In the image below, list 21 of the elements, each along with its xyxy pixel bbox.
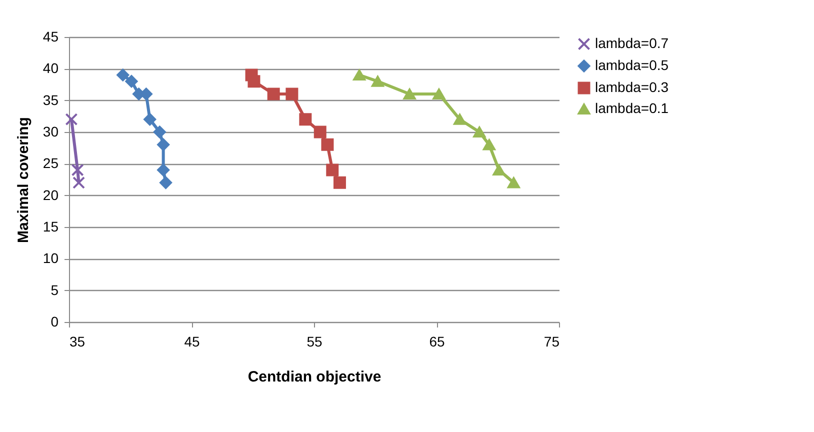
x-tick-label: 75 [544,334,560,350]
y-tick-label: 45 [42,28,59,44]
y-tick-label: 30 [42,124,59,140]
x-tick-label: 45 [184,334,200,350]
x-tick-label: 35 [70,334,86,350]
y-tick-label: 40 [42,60,59,76]
x-tick-label: 55 [306,334,322,350]
legend-label: lambda=0.3 [595,79,669,95]
legend-label: lambda=0.7 [595,35,669,51]
x-axis-title: Centdian objective [248,368,382,386]
legend-label: lambda=0.1 [595,100,669,116]
x-tick-label: 65 [429,334,445,350]
y-axis-title: Maximal covering [14,117,32,243]
y-tick-label: 15 [42,218,59,234]
y-tick-label: 25 [42,155,59,172]
legend-label: lambda=0.5 [595,57,669,73]
y-tick-label: 5 [50,282,59,298]
y-tick-label: 35 [42,92,59,108]
y-tick-label: 0 [50,314,59,330]
y-tick-label: 20 [42,186,59,203]
y-tick-label: 10 [42,250,59,266]
